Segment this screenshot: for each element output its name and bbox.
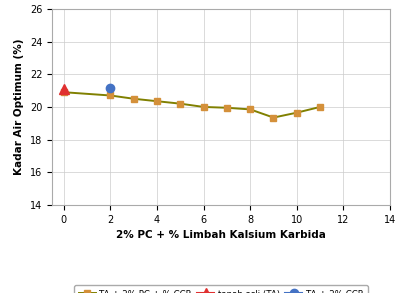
TA + 2% PC + % CCR [61,91,66,94]
Legend: TA + 2% PC + % CCR, tanah asli (TA), TA + 2% CCR: TA + 2% PC + % CCR, tanah asli (TA), TA … [74,285,367,293]
X-axis label: 2% PC + % Limbah Kalsium Karbida: 2% PC + % Limbah Kalsium Karbida [116,230,325,240]
TA + 2% PC + % CCR [108,94,113,97]
TA + 2% PC + % CCR [131,97,136,100]
TA + 2% PC + % CCR [201,105,206,109]
Line: TA + 2% PC + % CCR: TA + 2% PC + % CCR [60,89,323,121]
TA + 2% PC + % CCR [317,105,322,109]
TA + 2% PC + % CCR [154,99,159,103]
TA + 2% PC + % CCR [247,108,252,111]
TA + 2% PC + % CCR [294,111,298,115]
TA + 2% PC + % CCR [178,102,182,105]
TA + 2% PC + % CCR [224,106,229,110]
Y-axis label: Kadar Air Optimum (%): Kadar Air Optimum (%) [14,39,24,175]
TA + 2% PC + % CCR [270,116,275,119]
